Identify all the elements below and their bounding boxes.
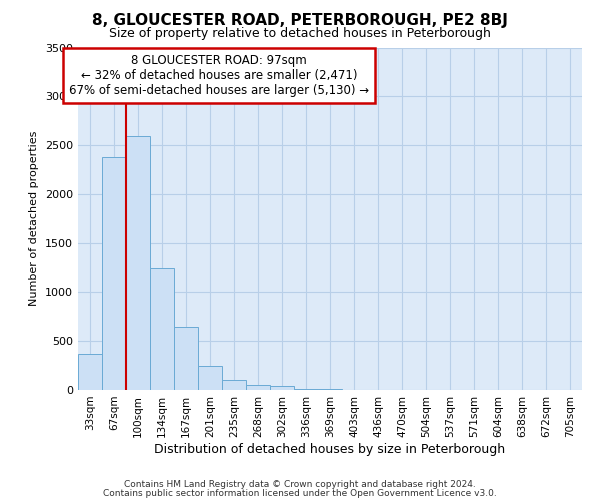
Bar [78,354,102,390]
Text: 8, GLOUCESTER ROAD, PETERBOROUGH, PE2 8BJ: 8, GLOUCESTER ROAD, PETERBOROUGH, PE2 8B… [92,12,508,28]
Bar [270,386,294,390]
Text: Contains public sector information licensed under the Open Government Licence v3: Contains public sector information licen… [103,488,497,498]
Text: Contains HM Land Registry data © Crown copyright and database right 2024.: Contains HM Land Registry data © Crown c… [124,480,476,489]
Bar [318,389,342,390]
Bar [222,380,246,390]
Bar [126,136,150,390]
Bar [174,328,198,390]
Bar [102,157,126,390]
Text: Size of property relative to detached houses in Peterborough: Size of property relative to detached ho… [109,28,491,40]
Bar [246,385,270,390]
Bar [198,366,222,390]
Y-axis label: Number of detached properties: Number of detached properties [29,131,40,306]
Bar [294,388,318,390]
Text: 8 GLOUCESTER ROAD: 97sqm
← 32% of detached houses are smaller (2,471)
67% of sem: 8 GLOUCESTER ROAD: 97sqm ← 32% of detach… [69,54,369,98]
Bar [150,268,174,390]
X-axis label: Distribution of detached houses by size in Peterborough: Distribution of detached houses by size … [154,442,506,456]
